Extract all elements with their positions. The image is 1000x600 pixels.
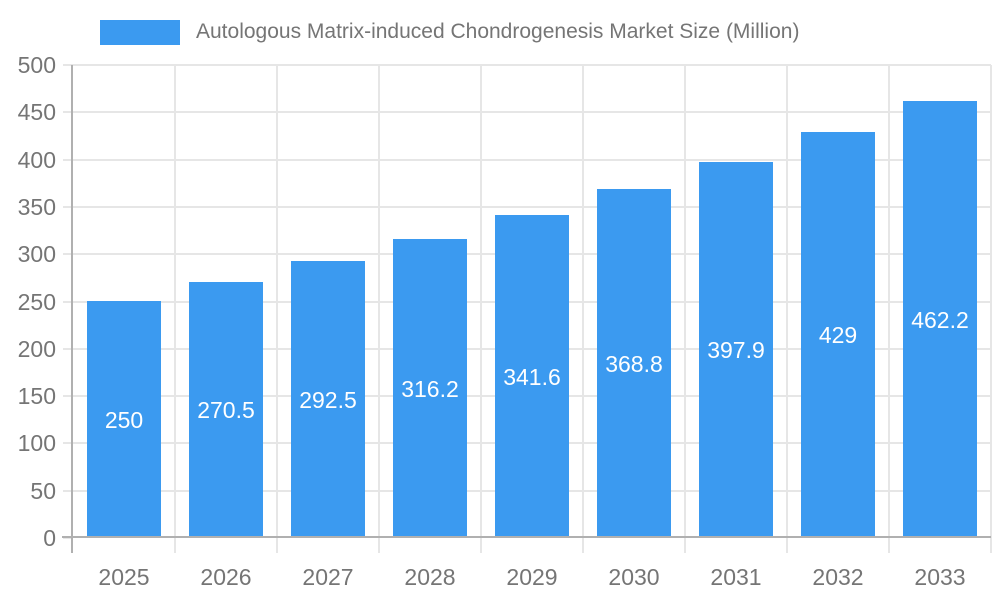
gridline-vertical — [786, 65, 788, 553]
y-axis-tick-label: 50 — [30, 478, 56, 504]
gridline-vertical — [378, 65, 380, 553]
y-axis-tick-label: 100 — [17, 430, 56, 456]
bar-2033[interactable] — [903, 101, 977, 536]
bar-value-label: 462.2 — [911, 307, 969, 333]
y-axis-tick-label: 300 — [17, 241, 56, 267]
bar-value-label: 341.6 — [503, 364, 561, 390]
x-axis-tick-label: 2029 — [506, 564, 558, 590]
x-axis-tick-label: 2028 — [404, 564, 456, 590]
bar-2031[interactable] — [699, 162, 773, 536]
gridline-horizontal — [63, 64, 991, 66]
legend-swatch-icon — [100, 19, 180, 45]
y-axis-tick-label: 400 — [17, 147, 56, 173]
gridline-vertical — [888, 65, 890, 553]
gridline-horizontal — [63, 206, 991, 208]
x-axis-tick-label: 2026 — [200, 564, 252, 590]
bar-2027[interactable] — [291, 261, 365, 536]
gridline-vertical — [990, 65, 992, 553]
y-axis-tick-label: 150 — [17, 383, 56, 409]
x-axis-tick-label: 2030 — [608, 564, 660, 590]
y-axis-tick-label: 0 — [43, 525, 56, 551]
bar-2030[interactable] — [597, 189, 671, 536]
gridline-vertical — [480, 65, 482, 553]
gridline-horizontal — [63, 111, 991, 113]
bar-2028[interactable] — [393, 239, 467, 536]
bar-2026[interactable] — [189, 282, 263, 536]
legend-label: Autologous Matrix-induced Chondrogenesis… — [196, 20, 800, 43]
gridline-vertical — [582, 65, 584, 553]
x-axis-tick-label: 2025 — [98, 564, 150, 590]
x-axis-line — [62, 536, 991, 538]
gridline-vertical — [684, 65, 686, 553]
bar-value-label: 270.5 — [197, 397, 255, 423]
y-axis-tick-label: 500 — [17, 52, 56, 78]
bar-value-label: 292.5 — [299, 387, 357, 413]
y-axis-tick-label: 200 — [17, 336, 56, 362]
y-axis-tick-label: 350 — [17, 194, 56, 220]
bar-value-label: 397.9 — [707, 337, 765, 363]
bar-2032[interactable] — [801, 132, 875, 536]
x-axis-tick-label: 2031 — [710, 564, 762, 590]
bar-value-label: 368.8 — [605, 351, 663, 377]
bar-2025[interactable] — [87, 301, 161, 536]
gridline-vertical — [276, 65, 278, 553]
y-axis-line — [71, 65, 73, 553]
x-axis-tick-label: 2033 — [914, 564, 966, 590]
y-axis-tick-label: 250 — [17, 289, 56, 315]
legend[interactable]: Autologous Matrix-induced Chondrogenesis… — [100, 19, 799, 45]
bar-value-label: 250 — [104, 407, 144, 433]
y-axis-tick — [63, 537, 73, 539]
bar-value-label: 316.2 — [401, 376, 459, 402]
gridline-vertical — [174, 65, 176, 553]
gridline-horizontal — [63, 159, 991, 161]
x-axis-tick-label: 2032 — [812, 564, 864, 590]
y-axis-tick-label: 450 — [17, 99, 56, 125]
x-axis-tick-label: 2027 — [302, 564, 354, 590]
bar-value-label: 429 — [818, 322, 858, 348]
bar-2029[interactable] — [495, 215, 569, 536]
